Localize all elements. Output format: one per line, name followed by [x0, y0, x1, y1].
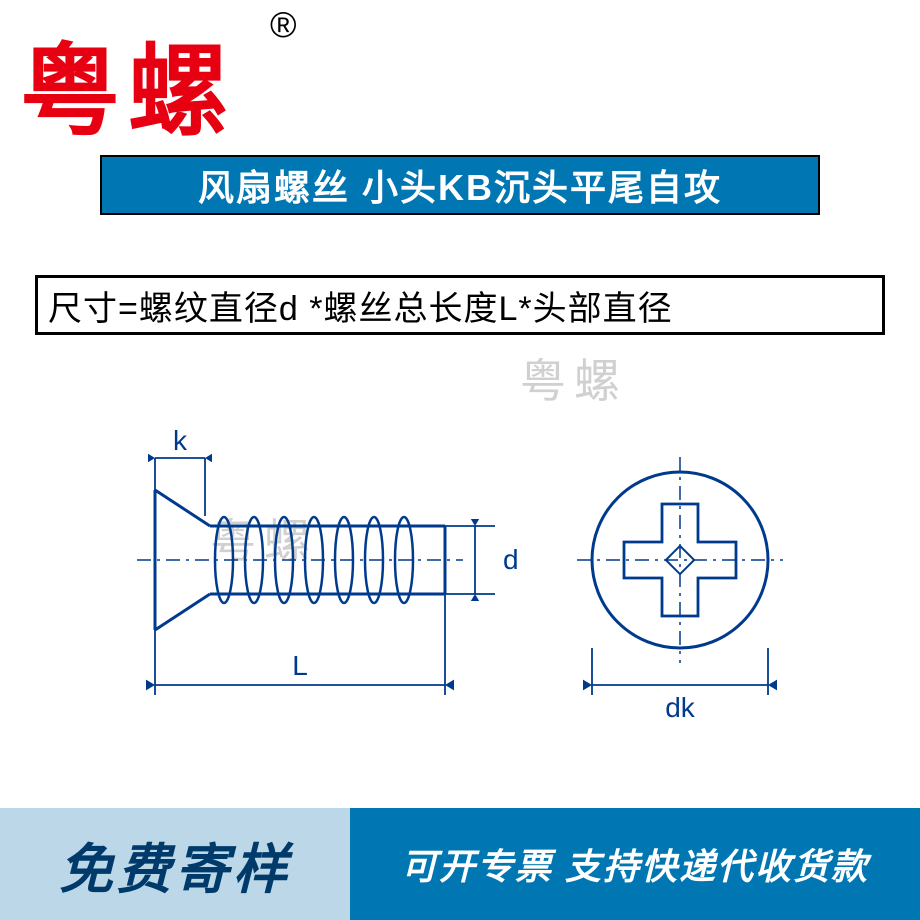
registered-mark: ®	[270, 4, 297, 46]
svg-text:k: k	[173, 430, 188, 456]
svg-text:d: d	[503, 544, 519, 575]
footer-left: 免费寄样	[0, 808, 350, 920]
title-bar: 风扇螺丝 小头KB沉头平尾自攻	[100, 155, 820, 215]
footer-right-text: 可开专票 支持快递代收货款	[401, 838, 869, 890]
watermark: 粤螺	[520, 345, 628, 411]
svg-text:L: L	[292, 650, 308, 681]
screw-diagram: k d Ldk	[60, 430, 860, 760]
footer-right: 可开专票 支持快递代收货款	[350, 808, 920, 920]
spec-formula-box: 尺寸=螺纹直径d *螺丝总长度L*头部直径	[35, 275, 885, 335]
svg-text:dk: dk	[665, 692, 696, 723]
brand-logo: 粤螺	[20, 10, 236, 155]
title-text: 风扇螺丝 小头KB沉头平尾自攻	[198, 159, 722, 211]
footer-left-text: 免费寄样	[59, 825, 291, 904]
spec-formula-text: 尺寸=螺纹直径d *螺丝总长度L*头部直径	[48, 281, 673, 330]
footer: 免费寄样 可开专票 支持快递代收货款	[0, 808, 920, 920]
